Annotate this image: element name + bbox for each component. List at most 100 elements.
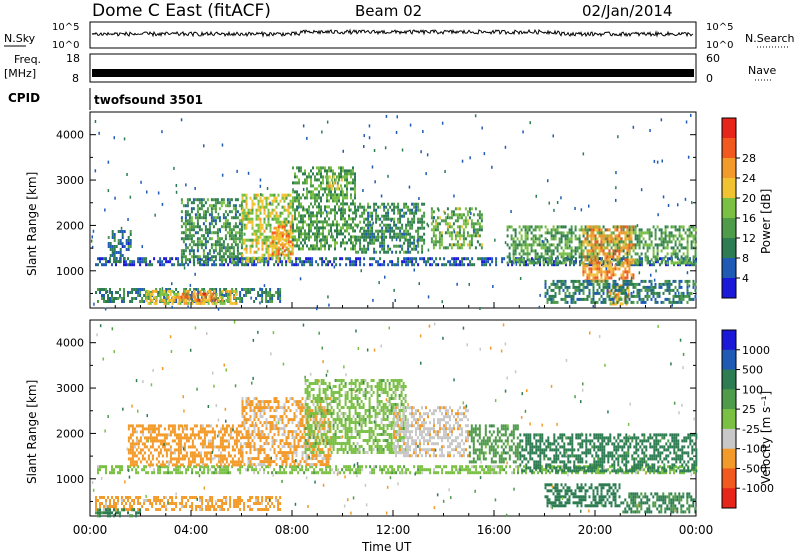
heatmap-cell (600, 243, 603, 247)
heatmap-cell (469, 263, 472, 267)
heatmap-cell (275, 237, 278, 241)
heatmap-cell (395, 250, 398, 254)
heatmap-cell (141, 505, 144, 508)
heatmap-cell (438, 237, 441, 241)
heatmap-cell (354, 190, 356, 194)
heatmap-cell (325, 257, 328, 261)
heatmap-speckle (391, 238, 393, 242)
heatmap-cell (604, 282, 607, 286)
heatmap-cell (411, 211, 414, 215)
heatmap-cell (594, 264, 597, 268)
heatmap-cell (624, 288, 627, 292)
heatmap-cell (243, 288, 246, 291)
heatmap-cell (289, 240, 292, 244)
heatmap-cell (616, 249, 619, 253)
heatmap-cell (340, 175, 342, 179)
heatmap-cell (167, 295, 170, 299)
heatmap-cell (253, 300, 256, 303)
heatmap-cell (584, 285, 587, 289)
heatmap-cell (644, 294, 647, 298)
heatmap-cell (576, 288, 579, 292)
heatmap-cell (171, 257, 174, 261)
heatmap-cell (539, 260, 541, 264)
heatmap-cell (259, 223, 262, 227)
heatmap-cell (678, 234, 681, 238)
heatmap-cell (399, 250, 402, 254)
heatmap-cell (210, 204, 213, 208)
heatmap-speckle (217, 307, 220, 311)
heatmap-cell (308, 247, 310, 251)
heatmap-cell (377, 263, 380, 267)
heatmap-cell (684, 279, 687, 283)
heatmap-cell (544, 291, 547, 295)
heatmap-cell (289, 223, 292, 227)
heatmap-cell (658, 237, 661, 241)
heatmap-cell (578, 240, 581, 244)
heatmap-cell (456, 243, 459, 247)
heatmap-cell (644, 279, 647, 283)
heatmap-cell (314, 193, 316, 197)
heatmap-cell (111, 297, 113, 300)
heatmap-cell (221, 468, 224, 472)
heatmap-cell (544, 237, 547, 241)
heatmap-speckle (426, 153, 429, 157)
heatmap-cell (652, 252, 655, 256)
heatmap-cell (214, 207, 217, 211)
heatmap-cell (334, 247, 336, 251)
heatmap-cell (354, 187, 356, 191)
heatmap-cell (411, 226, 414, 230)
heatmap-cell (163, 292, 166, 296)
heatmap-cell (196, 213, 199, 217)
heatmap-cell (177, 295, 180, 299)
heatmap-cell (196, 292, 199, 296)
heatmap-cell (572, 279, 575, 283)
heatmap-cell (434, 240, 437, 244)
heatmap-cell (608, 297, 611, 301)
heatmap-cell (415, 202, 418, 206)
heatmap-cell (129, 291, 132, 294)
heatmap-cell (464, 222, 467, 226)
heatmap-cell (608, 294, 611, 298)
heatmap-cell (117, 502, 119, 505)
heatmap-cell (332, 184, 334, 188)
y-tick-label: 3000 (56, 174, 84, 187)
heatmap-cell (157, 496, 160, 499)
heatmap-cell (125, 248, 128, 251)
heatmap-speckle (120, 226, 123, 230)
heatmap-cell (171, 471, 174, 475)
heatmap-cell (224, 249, 227, 253)
heatmap-cell (467, 257, 470, 261)
heatmap-cell (212, 292, 215, 296)
heatmap-cell (228, 252, 231, 256)
heatmap-cell (131, 514, 134, 518)
heatmap-cell (107, 236, 110, 239)
heatmap-cell (425, 468, 428, 472)
heatmap-cell (608, 264, 611, 268)
heatmap-cell (614, 273, 617, 277)
heatmap-cell (662, 282, 665, 286)
heatmap-cell (173, 468, 176, 472)
heatmap-cell (385, 229, 388, 233)
heatmap-cell (180, 237, 183, 241)
heatmap-speckle (539, 293, 541, 297)
heatmap-cell (165, 292, 168, 296)
heatmap-cell (363, 238, 366, 242)
heatmap-cell (596, 237, 599, 241)
heatmap-cell (131, 499, 134, 502)
heatmap-cell (363, 229, 366, 233)
heatmap-cell (131, 508, 134, 512)
heatmap-speckle (185, 246, 187, 249)
heatmap-cell (690, 240, 693, 244)
heatmap-cell (648, 294, 651, 298)
heatmap-cell (638, 243, 641, 247)
heatmap-cell (125, 496, 127, 499)
heatmap-cell (186, 292, 189, 296)
heatmap-cell (664, 234, 667, 238)
heatmap-cell (222, 246, 225, 250)
heatmap-cell (292, 223, 294, 227)
heatmap-cell (626, 294, 629, 298)
heatmap-cell (251, 217, 254, 221)
heatmap-cell (222, 243, 225, 247)
heatmap-cell (465, 257, 468, 261)
heatmap-cell (640, 240, 643, 244)
